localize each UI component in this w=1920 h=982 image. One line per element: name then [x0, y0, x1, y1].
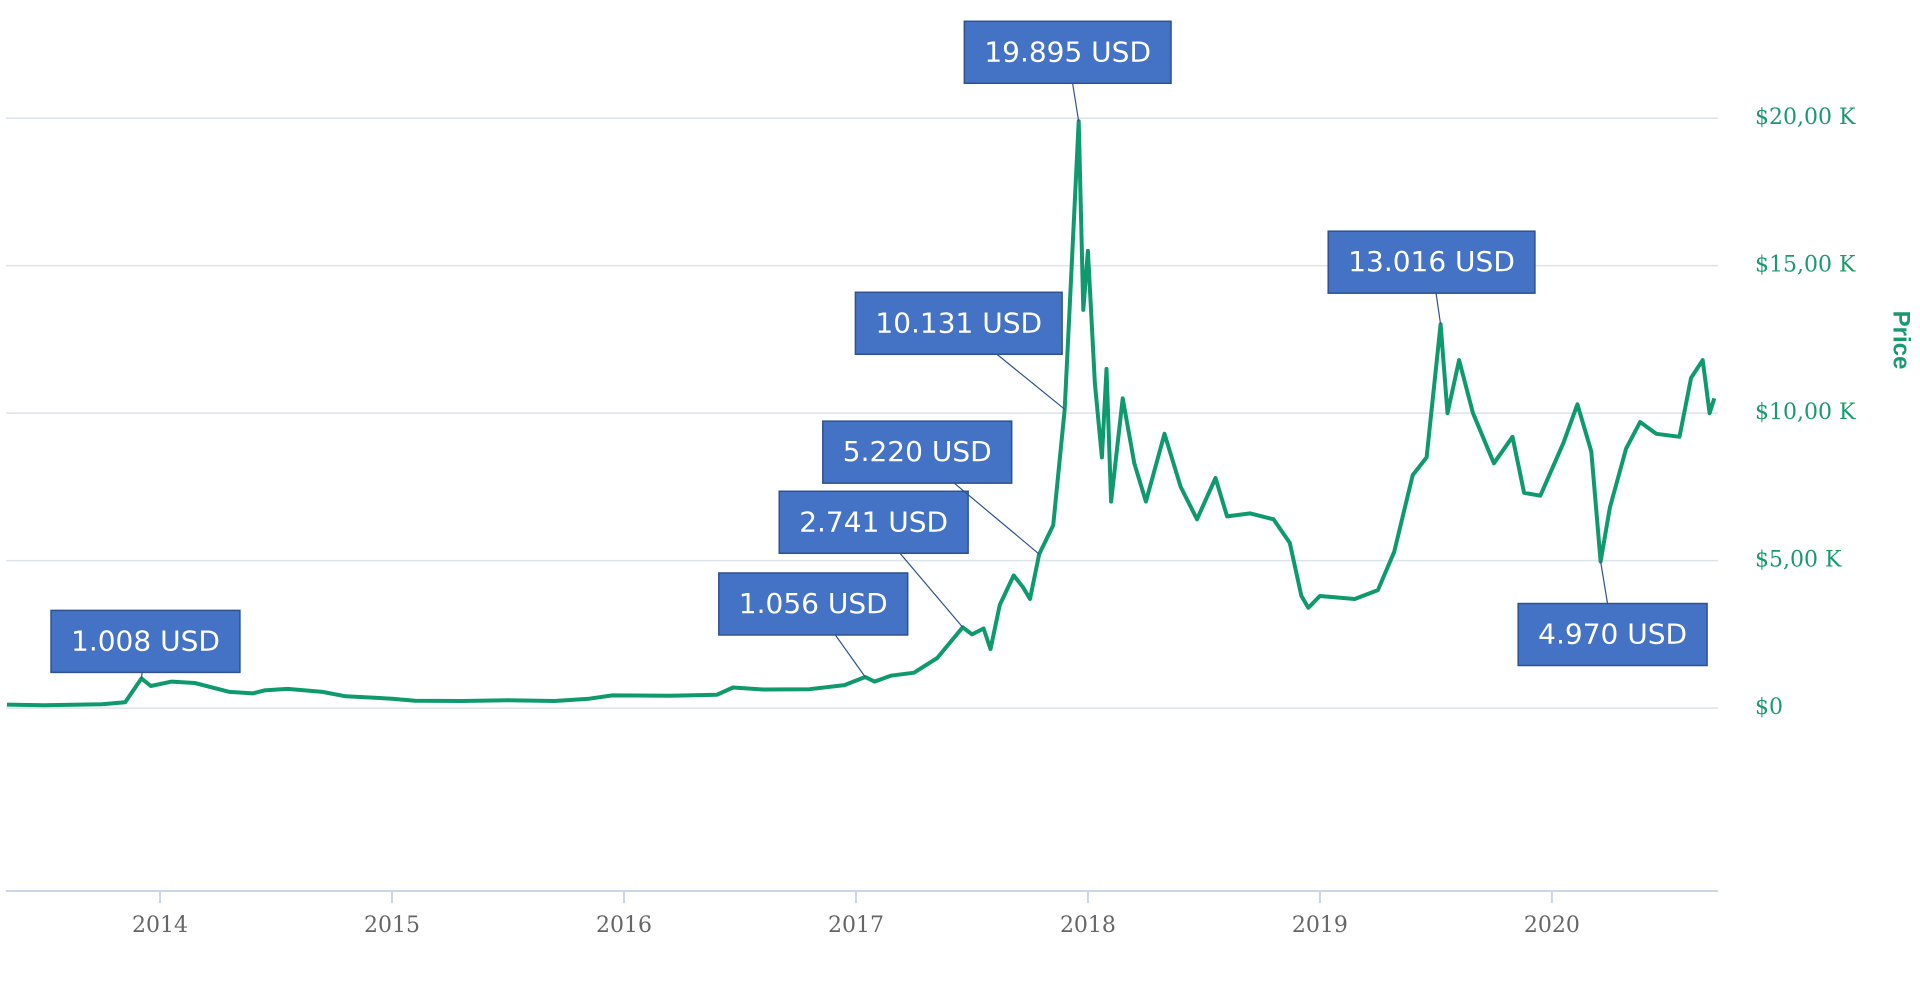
x-tick-label: 2014 — [132, 913, 188, 938]
annotation-box — [822, 420, 1013, 484]
annotation-label: 2.741 USD — [799, 505, 948, 538]
y-tick-label: $20,00 K — [1755, 105, 1856, 130]
price-line — [6, 119, 1717, 708]
x-tick-label: 2017 — [828, 913, 884, 938]
annotation-label: 1.008 USD — [71, 624, 220, 657]
y-tick-label: $15,00 K — [1755, 253, 1856, 278]
annotation-box — [778, 490, 969, 555]
annotation-box — [50, 609, 241, 674]
y-tick-label: $10,00 K — [1755, 400, 1856, 425]
annotation-label: 19.895 USD — [984, 35, 1151, 68]
annotation-label: 10.131 USD — [875, 306, 1042, 339]
annotation: 10.131 USD — [854, 291, 1066, 410]
annotation: 2.741 USD — [778, 490, 969, 628]
annotation: 1.056 USD — [718, 572, 909, 678]
annotation-label: 1.056 USD — [739, 587, 888, 620]
y-axis-title: Price — [1888, 311, 1915, 370]
annotation-box — [1517, 602, 1708, 667]
annotation-box — [718, 572, 909, 636]
annotation-box — [1327, 230, 1536, 294]
annotation: 13.016 USD — [1327, 230, 1536, 325]
x-tick-label: 2020 — [1524, 913, 1580, 938]
annotation-box — [963, 20, 1172, 85]
x-tick-label: 2018 — [1060, 913, 1116, 938]
x-tick-label: 2016 — [596, 913, 652, 938]
annotation-label: 13.016 USD — [1348, 245, 1515, 278]
annotation: 5.220 USD — [822, 420, 1040, 555]
annotation-label: 5.220 USD — [843, 435, 992, 468]
annotation-box — [854, 291, 1063, 356]
annotation: 1.008 USD — [50, 609, 241, 679]
annotation: 4.970 USD — [1517, 561, 1708, 667]
annotation: 19.895 USD — [963, 20, 1172, 122]
x-tick-label: 2019 — [1292, 913, 1348, 938]
y-tick-label: $0 — [1755, 695, 1783, 720]
y-tick-label: $5,00 K — [1755, 548, 1842, 573]
x-tick-label: 2015 — [364, 913, 420, 938]
annotation-label: 4.970 USD — [1538, 618, 1687, 651]
